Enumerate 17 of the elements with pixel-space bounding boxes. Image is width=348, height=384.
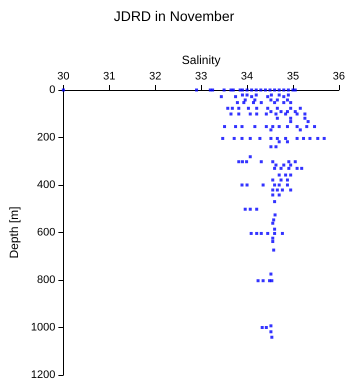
y-tick-label: 600 <box>37 226 56 238</box>
y-tick-label: 400 <box>37 179 56 191</box>
x-tick-label: 32 <box>149 70 162 82</box>
y-tick-label: 1000 <box>30 322 56 334</box>
x-tick-label: 33 <box>195 70 208 82</box>
x-tick-label: 34 <box>240 70 254 82</box>
x-tick-label: 30 <box>57 70 70 82</box>
x-tick-label: 31 <box>103 70 116 82</box>
x-axis-title: Salinity <box>182 53 220 68</box>
y-tick-label: 0 <box>49 84 56 96</box>
y-tick-label: 800 <box>37 274 56 286</box>
x-tick-label: 36 <box>332 70 346 82</box>
y-tick-label: 200 <box>37 132 56 144</box>
x-tick-label: 35 <box>286 70 300 82</box>
y-axis-title: Depth [m] <box>7 206 21 259</box>
y-tick-label: 1200 <box>30 369 56 381</box>
chart-title: JDRD in November <box>114 8 235 24</box>
